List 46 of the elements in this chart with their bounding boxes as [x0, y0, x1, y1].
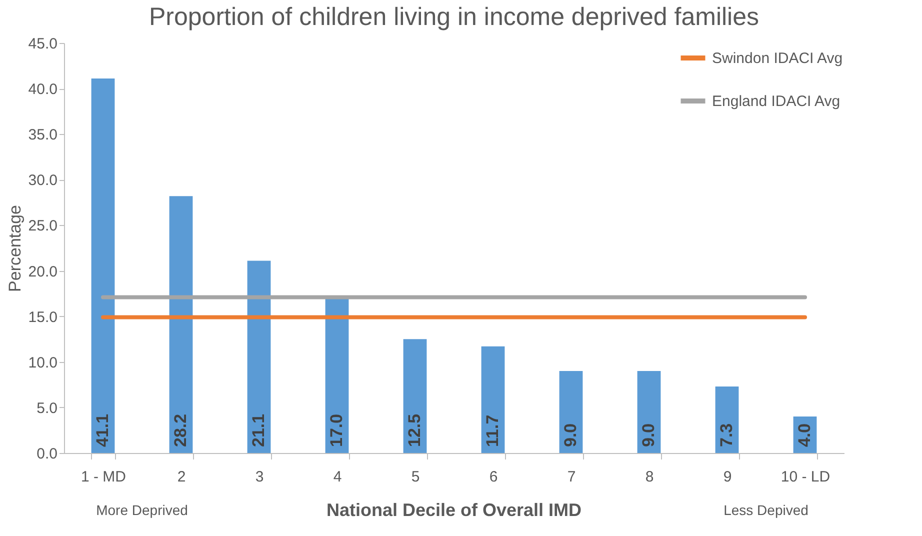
- legend-label: Swindon IDACI Avg: [712, 50, 843, 67]
- bar: [637, 371, 661, 453]
- bar: [715, 386, 739, 453]
- legend-label: England IDACI Avg: [712, 93, 840, 110]
- x-tick-label: 9: [723, 468, 732, 486]
- y-tick-label: 35.0: [28, 126, 58, 144]
- y-tick-label: 0.0: [36, 446, 58, 462]
- bar: [325, 298, 349, 453]
- y-tick-label: 5.0: [36, 400, 58, 417]
- data-label: 9.0: [561, 423, 580, 447]
- data-label: 21.1: [249, 414, 268, 447]
- y-tick-label: 15.0: [28, 308, 58, 326]
- data-label: 7.3: [717, 423, 736, 447]
- data-label: 41.1: [93, 414, 112, 447]
- x-tick-label: 4: [333, 468, 342, 486]
- x-tick-label: 1 - MD: [81, 468, 126, 486]
- data-label: 11.7: [483, 414, 502, 447]
- x-tick-label: 2: [177, 468, 186, 486]
- x-tick-label: 7: [567, 468, 576, 486]
- y-tick-label: 10.0: [28, 354, 58, 372]
- x-tick-label: 8: [645, 468, 654, 486]
- text: More Deprived: [96, 502, 188, 518]
- y-tick-label: 45.0: [28, 36, 58, 52]
- data-label: 4.0: [795, 423, 814, 447]
- bar: [247, 260, 271, 453]
- y-tick-label: 25.0: [28, 218, 58, 235]
- text: Less Depived: [724, 502, 808, 518]
- x-tick-label: 6: [489, 468, 498, 486]
- y-tick-label: 40.0: [28, 81, 58, 98]
- bar: [481, 346, 505, 453]
- bar: [169, 196, 193, 453]
- data-label: 9.0: [639, 423, 658, 447]
- chart-title: Proportion of children living in income deprived families: [148, 3, 760, 31]
- x-tick-label: 5: [411, 468, 420, 486]
- bar: [403, 339, 427, 453]
- bar: [91, 78, 115, 453]
- y-tick-label: 30.0: [28, 172, 58, 190]
- x-axis-title: National Decile of Overall IMD: [326, 500, 582, 520]
- y-axis-title: Percentage: [5, 205, 24, 292]
- data-label: 12.5: [405, 414, 424, 447]
- data-label: 17.0: [327, 414, 346, 447]
- data-label: 28.2: [171, 414, 190, 447]
- x-tick-label: 10 - LD: [780, 468, 830, 486]
- y-tick-label: 20.0: [28, 263, 58, 280]
- bar: [559, 371, 583, 453]
- x-tick-label: 3: [255, 468, 264, 486]
